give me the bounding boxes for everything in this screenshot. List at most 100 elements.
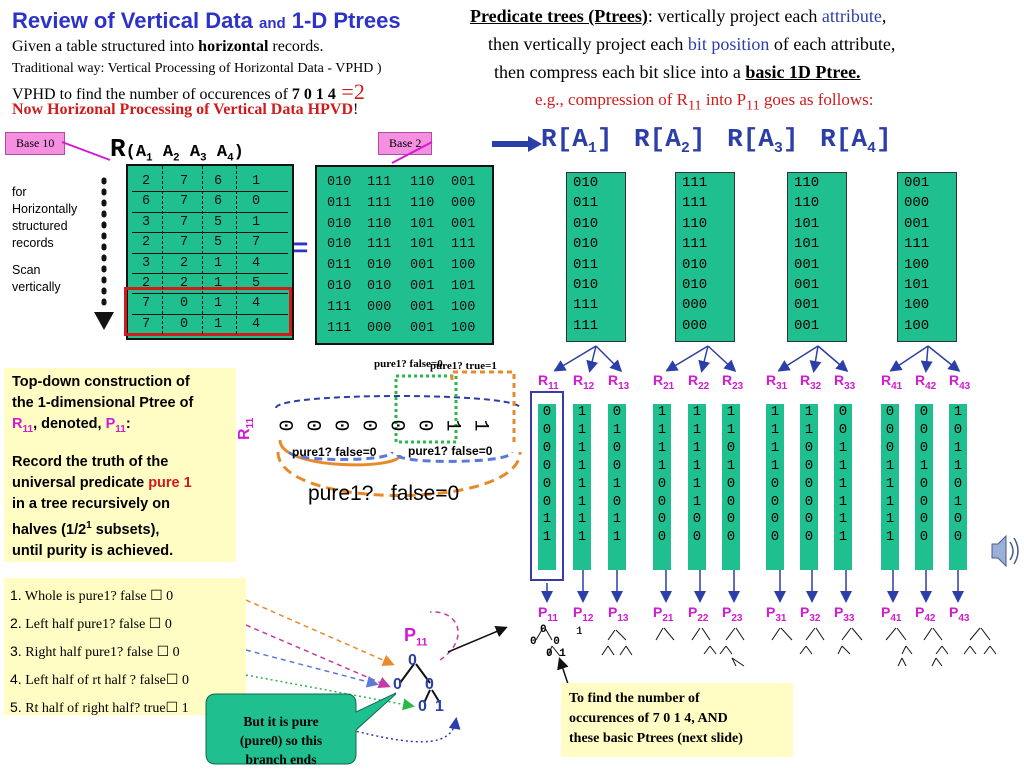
bit-value: 0 bbox=[770, 493, 780, 510]
match-highlight bbox=[124, 287, 292, 336]
bit-value: 0 bbox=[692, 529, 702, 546]
speaker-icon[interactable] bbox=[991, 534, 1019, 568]
attr-value: 001 bbox=[794, 256, 820, 273]
base2-cell: 010 bbox=[367, 279, 392, 294]
attr-value: 010 bbox=[573, 215, 599, 232]
bit-value: 1 bbox=[953, 493, 963, 510]
p11-tree-label: P11 bbox=[404, 625, 428, 649]
attr-value: 010 bbox=[573, 175, 599, 191]
base10-cell: 5 bbox=[252, 276, 261, 291]
bit-value: 1 bbox=[612, 421, 622, 438]
bit-value: 1 bbox=[657, 457, 667, 474]
bit-value: 1 bbox=[577, 493, 587, 510]
bit-value: 1 bbox=[919, 457, 929, 474]
base10-cell: 3 bbox=[142, 214, 151, 230]
bit-value: 0 bbox=[657, 529, 667, 546]
annotation-left-half: pure1? false=0 bbox=[292, 445, 377, 459]
base10-cell: 3 bbox=[142, 255, 151, 271]
bit-value: 0 bbox=[542, 404, 552, 420]
base10-cell: 7 bbox=[180, 174, 189, 189]
bit-value: 0 bbox=[919, 493, 929, 510]
attr-value: 000 bbox=[904, 195, 930, 212]
bit-value: 1 bbox=[838, 511, 848, 528]
bit-value: 1 bbox=[838, 493, 848, 510]
intro-line-1: Given a table structured into horizontal… bbox=[12, 38, 324, 55]
r11-strip-bit: 0 bbox=[300, 419, 324, 432]
pure-bubble-shape bbox=[205, 692, 396, 765]
base10-cell: 7 bbox=[142, 296, 151, 312]
base2-cell: 111 bbox=[327, 320, 352, 336]
bit-value: 0 bbox=[612, 404, 622, 420]
bit-value: 1 bbox=[692, 421, 702, 438]
bit-value: 1 bbox=[885, 493, 895, 510]
right-half-dash bbox=[396, 450, 514, 463]
row-divider bbox=[132, 293, 288, 295]
step-2: 2. Left half pure1? false ☐ 0 bbox=[10, 615, 172, 632]
base10-cell: 7 bbox=[180, 235, 189, 251]
bit-value: 1 bbox=[838, 457, 848, 474]
ptree-label: P31 bbox=[766, 604, 787, 624]
bit-value: 0 bbox=[804, 475, 814, 492]
bit-slice-label: R41 bbox=[881, 372, 903, 392]
base2-cell: 011 bbox=[327, 195, 352, 211]
bit-slice-label: R42 bbox=[915, 372, 937, 392]
column-divider bbox=[162, 166, 163, 334]
base2-cell: 100 bbox=[451, 320, 476, 336]
bit-value: 1 bbox=[542, 511, 552, 528]
column-divider bbox=[202, 166, 203, 334]
left-half-dash bbox=[288, 450, 394, 461]
bit-value: 1 bbox=[726, 404, 736, 420]
attr-value: 101 bbox=[904, 277, 930, 294]
bit-value: 1 bbox=[885, 529, 895, 546]
bit-value: 1 bbox=[885, 457, 895, 474]
bit-value: 0 bbox=[770, 475, 780, 492]
small-ptree-p12: 1 bbox=[576, 626, 583, 638]
attr-value: 111 bbox=[682, 175, 708, 191]
bit-value: 1 bbox=[657, 421, 667, 438]
ptree-label: P42 bbox=[915, 604, 936, 624]
base2-cell: 001 bbox=[451, 175, 476, 190]
bit-value: 0 bbox=[770, 511, 780, 528]
bit-value: 1 bbox=[692, 439, 702, 456]
bit-slice-label: R21 bbox=[653, 372, 675, 392]
bit-value: 1 bbox=[885, 475, 895, 492]
base2-cell: 100 bbox=[451, 258, 476, 274]
base10-cell: 2 bbox=[142, 276, 151, 291]
ptree-definition: Predicate trees (Ptrees): vertically pro… bbox=[470, 6, 896, 82]
step3-connector bbox=[245, 649, 379, 688]
base10-cell: 4 bbox=[252, 316, 261, 332]
attr-value: 010 bbox=[682, 277, 708, 294]
step-5: 5. Rt half of right half? true☐ 1 bbox=[10, 699, 189, 716]
bit-value: 1 bbox=[577, 439, 587, 456]
attr-value: 111 bbox=[573, 317, 599, 334]
step-3: 3. Right half pure1? false ☐ 0 bbox=[10, 643, 180, 660]
bit-value: 0 bbox=[542, 421, 552, 438]
base2-cell: 001 bbox=[410, 299, 435, 315]
ptree-label: P23 bbox=[722, 604, 743, 624]
attr-bit-arrows bbox=[553, 345, 961, 373]
step-4: 4. Left half of rt half ? false☐ 0 bbox=[10, 671, 189, 688]
attr-pointer-head bbox=[528, 136, 542, 152]
ptree-label: P13 bbox=[608, 604, 629, 624]
attr-value: 011 bbox=[573, 195, 599, 212]
bit-value: 1 bbox=[692, 404, 702, 420]
base2-cell: 010 bbox=[327, 216, 352, 232]
attr-value: 101 bbox=[794, 215, 820, 232]
bit-value: 0 bbox=[953, 529, 963, 546]
whole-bracket bbox=[275, 395, 521, 409]
ptree-label: P33 bbox=[834, 604, 855, 624]
base2-cell: 111 bbox=[367, 175, 392, 190]
base2-cell: 000 bbox=[367, 320, 392, 336]
bit-value: 0 bbox=[726, 511, 736, 528]
bit-value: 0 bbox=[657, 475, 667, 492]
bit-value: 0 bbox=[885, 404, 895, 420]
attr-value: 001 bbox=[794, 297, 820, 314]
bit-value: 1 bbox=[612, 529, 622, 546]
base10-cell: 6 bbox=[142, 194, 151, 210]
r11-rotated-label: R11 bbox=[236, 417, 257, 440]
scan-arrow-head bbox=[94, 312, 114, 330]
